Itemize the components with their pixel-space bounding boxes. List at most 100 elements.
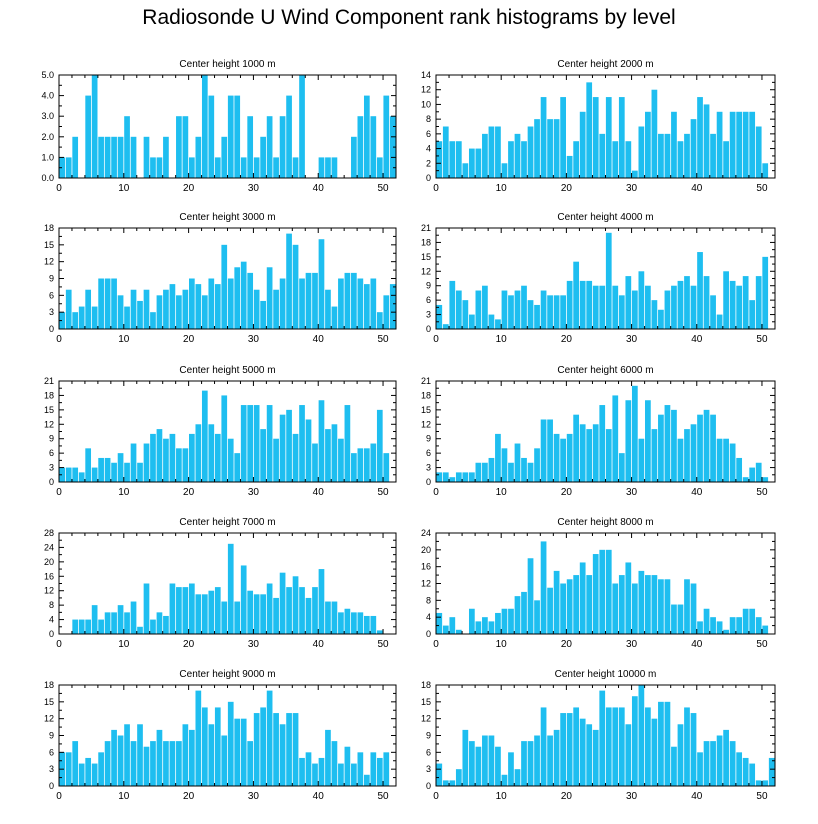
y-tick-label: 24: [44, 542, 54, 552]
histogram-bar: [150, 312, 156, 329]
x-tick-label: 40: [313, 487, 325, 498]
histogram-bar: [514, 769, 521, 786]
histogram-bar: [729, 443, 736, 482]
y-tick-label: 21: [421, 376, 431, 386]
histogram-bar: [690, 285, 697, 329]
x-tick-label: 10: [118, 183, 130, 194]
histogram-bar: [299, 757, 305, 786]
histogram-bar: [163, 615, 169, 634]
histogram-bar: [292, 157, 299, 178]
histogram-bar: [586, 82, 593, 178]
histogram-bar: [658, 701, 664, 786]
histogram-bar: [85, 757, 92, 786]
x-tick-label: 0: [433, 334, 439, 345]
histogram-bar: [455, 472, 462, 482]
x-tick-label: 40: [313, 183, 325, 194]
histogram-bar: [638, 685, 645, 786]
histogram-bar: [664, 579, 671, 634]
histogram-bar: [566, 433, 573, 482]
histogram-bar: [376, 757, 383, 786]
histogram-bar: [221, 735, 228, 786]
histogram-bar: [201, 594, 208, 634]
y-tick-label: 0: [426, 173, 431, 183]
y-tick-label: 8: [426, 114, 431, 124]
y-tick-label: 18: [44, 680, 54, 690]
histogram-bar: [214, 587, 221, 634]
histogram-bar: [449, 617, 456, 634]
x-tick-label: 30: [248, 183, 260, 194]
y-tick-label: 4: [426, 612, 431, 622]
histogram-bar: [176, 448, 182, 482]
histogram-bar: [98, 619, 104, 634]
histogram-bar: [240, 565, 247, 634]
histogram-bar: [703, 741, 710, 786]
histogram-bar: [482, 133, 488, 178]
histogram-panel: Center height 5000 m 0 10 20 30 40 50 0 3 6 9 12 15 1…: [44, 365, 397, 498]
histogram-bar: [338, 763, 344, 786]
histogram-bar: [514, 443, 521, 482]
histogram-bar: [579, 562, 586, 634]
histogram-bar: [376, 312, 383, 329]
histogram-bar: [560, 438, 566, 482]
x-tick-label: 10: [118, 334, 130, 345]
x-tick-label: 20: [561, 183, 573, 194]
histogram-bar: [163, 438, 169, 482]
histogram-bar: [78, 306, 85, 329]
histogram-bar: [169, 583, 176, 634]
y-tick-label: 1.0: [41, 152, 54, 162]
y-tick-label: 12: [44, 714, 54, 724]
histogram-bar: [357, 116, 364, 178]
y-tick-label: 9: [49, 274, 54, 284]
x-tick-label: 0: [433, 791, 439, 802]
histogram-bar: [156, 295, 163, 329]
histogram-bar: [488, 621, 495, 635]
x-tick-label: 0: [56, 639, 62, 650]
histogram-bar: [299, 405, 305, 482]
histogram-bar: [305, 419, 312, 482]
histogram-bar: [130, 136, 137, 178]
histogram-bar: [286, 95, 292, 178]
histogram-bar: [260, 429, 266, 482]
y-tick-label: 12: [421, 266, 431, 276]
histogram-bar: [560, 97, 566, 178]
histogram-bar: [292, 576, 299, 634]
histogram-bar: [227, 278, 234, 329]
histogram-bar: [625, 400, 632, 482]
histogram-bar: [625, 141, 632, 178]
histogram-bar: [762, 780, 769, 786]
histogram-bar: [130, 443, 137, 482]
y-tick-label: 9: [426, 434, 431, 444]
panel-title: Center height 1000 m: [179, 59, 275, 70]
histogram-bar: [253, 713, 260, 786]
histogram-bar: [605, 549, 612, 634]
histogram-bar: [318, 400, 325, 482]
histogram-bar: [599, 690, 606, 786]
histogram-bar: [442, 472, 449, 482]
histogram-bar: [684, 579, 690, 634]
histogram-bar: [488, 314, 495, 329]
histogram-bar: [331, 601, 338, 634]
x-tick-label: 30: [626, 183, 638, 194]
y-tick-label: 3: [49, 764, 54, 774]
histogram-bar: [247, 116, 254, 178]
histogram-bar: [586, 429, 593, 482]
histogram-bar: [592, 285, 599, 329]
histogram-bar: [124, 724, 130, 786]
histogram-bar: [579, 280, 586, 329]
histogram-bar: [495, 319, 501, 329]
y-tick-label: 12: [421, 419, 431, 429]
histogram-bar: [540, 97, 547, 178]
histogram-bar: [618, 295, 625, 329]
histogram-bar: [195, 284, 202, 329]
histogram-bar: [72, 467, 79, 482]
histogram-bar: [208, 278, 215, 329]
y-tick-label: 20: [44, 557, 54, 567]
histogram-bar: [462, 163, 469, 178]
histogram-bar: [553, 729, 560, 786]
y-tick-label: 15: [421, 697, 431, 707]
x-tick-label: 30: [626, 791, 638, 802]
histogram-bar: [182, 724, 189, 786]
histogram-bar: [85, 619, 92, 634]
histogram-bar: [78, 472, 85, 482]
histogram-bar: [755, 462, 762, 482]
